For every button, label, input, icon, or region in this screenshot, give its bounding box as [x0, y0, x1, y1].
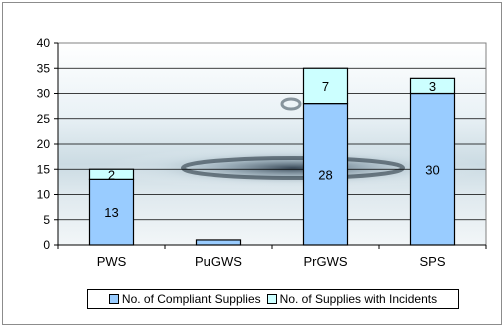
bar-compliant	[409, 92, 456, 246]
x-tick-label: SPS	[419, 254, 445, 269]
axes	[54, 42, 487, 249]
legend-item-compliant: No. of Compliant Supplies	[108, 292, 261, 306]
legend: No. of Compliant Supplies No. of Supplie…	[87, 289, 459, 309]
bar-compliant	[195, 239, 242, 246]
legend-swatch-compliant	[108, 294, 119, 304]
legend-label-incidents: No. of Supplies with Incidents	[279, 292, 438, 306]
y-tick-label: 35	[37, 61, 51, 75]
legend-label-compliant: No. of Compliant Supplies	[121, 292, 261, 306]
bar-compliant	[88, 178, 135, 246]
data-label: 30	[425, 162, 439, 177]
x-tick-label: PrGWS	[303, 254, 347, 269]
y-tick-label: 20	[37, 137, 51, 151]
bar-incidents	[302, 67, 349, 105]
y-tick-label: 30	[37, 87, 51, 101]
data-label: 13	[104, 205, 118, 220]
bars: 13 2 28 7 30 3	[88, 67, 456, 246]
bar-incidents	[88, 168, 135, 180]
y-tick-label: 25	[37, 112, 51, 126]
y-tick-label: 15	[37, 162, 51, 176]
x-tick-label: PWS	[97, 254, 127, 269]
stacked-bar-chart: 13 2 28 7 30 3 0 5 10 15 20 25 30 35 40 PWS PuGWS PrGWS S…	[37, 36, 487, 269]
data-label: 7	[322, 79, 329, 94]
legend-swatch-incidents	[266, 294, 277, 304]
data-label: 28	[318, 167, 332, 182]
tick-labels: 0 5 10 15 20 25 30 35 40 PWS PuGWS PrGWS SPS	[37, 36, 446, 269]
legend-item-incidents: No. of Supplies with Incidents	[266, 292, 438, 306]
ripple-decoration	[103, 146, 483, 190]
data-label: 2	[108, 167, 115, 182]
y-tick-label: 5	[43, 213, 50, 227]
x-tick-label: PuGWS	[195, 254, 242, 269]
y-tick-label: 10	[37, 188, 51, 202]
y-tick-label: 40	[37, 36, 51, 50]
data-label: 3	[429, 79, 436, 94]
ripple-ring-decoration	[181, 156, 405, 180]
bar-incidents	[409, 77, 456, 95]
y-tick-label: 0	[43, 238, 50, 252]
droplet-decoration	[280, 97, 302, 111]
chart-frame: 13 2 28 7 30 3 0 5 10 15 20 25 30 35 40 PWS PuGWS PrGWS S…	[2, 2, 502, 325]
